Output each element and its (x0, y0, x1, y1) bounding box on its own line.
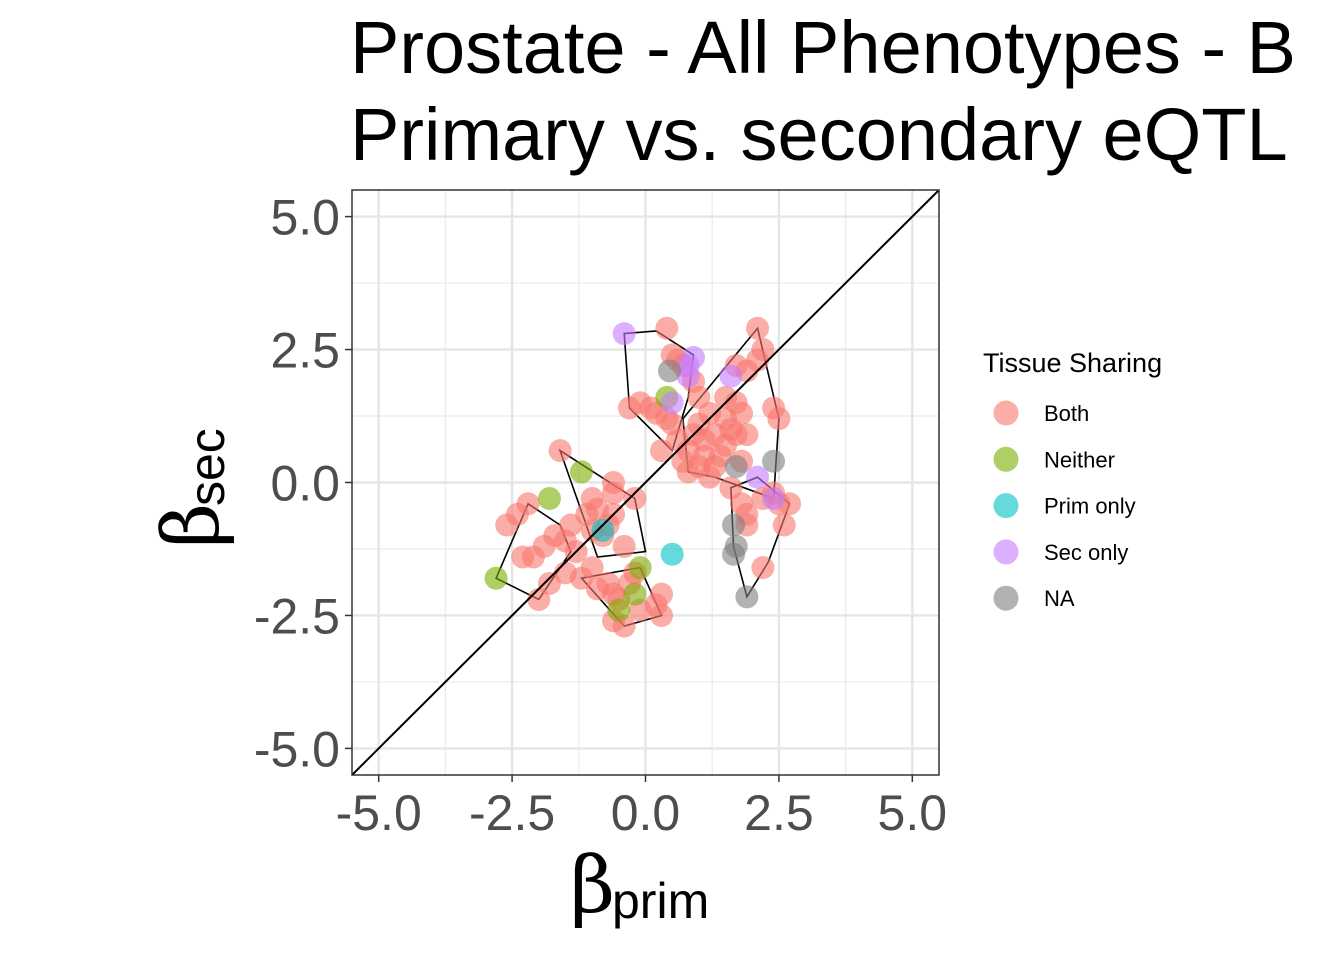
legend-key (993, 585, 1019, 611)
point-both (548, 439, 572, 463)
y-tick-label: 2.5 (270, 323, 340, 379)
point-na (722, 513, 746, 537)
point-both (623, 486, 647, 510)
point-both (580, 556, 604, 580)
point-na (735, 585, 759, 609)
plot-panel (351, 189, 940, 776)
x-tick-label: 0.0 (611, 785, 681, 841)
legend-label: Sec only (1044, 540, 1128, 565)
point-both (650, 603, 674, 627)
point-both (746, 316, 770, 340)
point-both (724, 391, 748, 415)
x-tick-label: -2.5 (469, 785, 555, 841)
point-sec-only (660, 391, 684, 415)
point-prim-only (660, 542, 684, 566)
point-both (772, 513, 796, 537)
identity-line (351, 189, 940, 776)
legend-label: Both (1044, 401, 1089, 426)
x-axis-label-subscript: prim (612, 873, 709, 929)
point-sec-only (746, 465, 770, 489)
point-both (751, 556, 775, 580)
point-sec-only (762, 486, 786, 510)
y-axis: -5.0 -2.5 0.0 2.5 5.0 (254, 190, 352, 777)
point-neither (623, 582, 647, 606)
x-axis: -5.0 -2.5 0.0 2.5 5.0 (336, 775, 947, 841)
point-neither (569, 460, 593, 484)
point-sec-only (719, 364, 743, 388)
legend-title: Tissue Sharing (983, 348, 1162, 378)
y-axis-label-subscript: sec (179, 428, 235, 506)
point-sec-only (676, 364, 700, 388)
point-na (722, 542, 746, 566)
point-both (767, 407, 791, 431)
y-tick-label: -2.5 (254, 588, 340, 644)
y-tick-label: 5.0 (270, 190, 340, 246)
point-both (585, 497, 609, 521)
point-both (751, 338, 775, 362)
x-axis-label: β prim (570, 841, 709, 931)
point-neither (607, 598, 631, 622)
x-tick-label: -5.0 (336, 785, 422, 841)
point-na (658, 359, 682, 383)
point-both (650, 582, 674, 606)
y-tick-label: -5.0 (254, 721, 340, 777)
x-tick-label: 5.0 (878, 785, 948, 841)
x-axis-label-symbol: β (570, 841, 615, 931)
y-axis-label: β sec (147, 428, 237, 548)
legend-key (993, 400, 1019, 426)
title-line-1: Prostate - All Phenotypes - B (350, 6, 1296, 89)
point-sec-only (682, 346, 706, 370)
point-na (762, 449, 786, 473)
chart-title: Prostate - All Phenotypes - B Primary vs… (350, 6, 1296, 176)
point-prim-only (591, 518, 615, 542)
y-axis-label-symbol: β (147, 503, 237, 548)
point-both (495, 513, 519, 537)
title-line-2: Primary vs. secondary eQTL (350, 93, 1288, 176)
point-both (511, 545, 535, 569)
legend: Tissue Sharing Both Neither Prim only Sec o… (983, 348, 1162, 611)
point-na (724, 455, 748, 479)
point-both (527, 588, 551, 611)
legend-label: NA (1044, 586, 1075, 611)
y-tick-label: 0.0 (270, 456, 340, 512)
point-both (735, 423, 759, 447)
legend-items: Both Neither Prim only Sec only NA (993, 400, 1136, 611)
point-both (655, 316, 679, 340)
legend-label: Neither (1044, 447, 1115, 472)
legend-key (993, 539, 1019, 565)
legend-key (993, 493, 1019, 519)
legend-label: Prim only (1044, 494, 1136, 519)
point-both (601, 471, 625, 494)
legend-key (993, 446, 1019, 472)
point-neither (537, 486, 561, 510)
x-tick-label: 2.5 (744, 785, 814, 841)
point-neither (484, 566, 508, 590)
point-neither (628, 556, 652, 580)
point-both (692, 444, 716, 468)
point-sec-only (612, 322, 636, 346)
point-both (612, 534, 636, 558)
